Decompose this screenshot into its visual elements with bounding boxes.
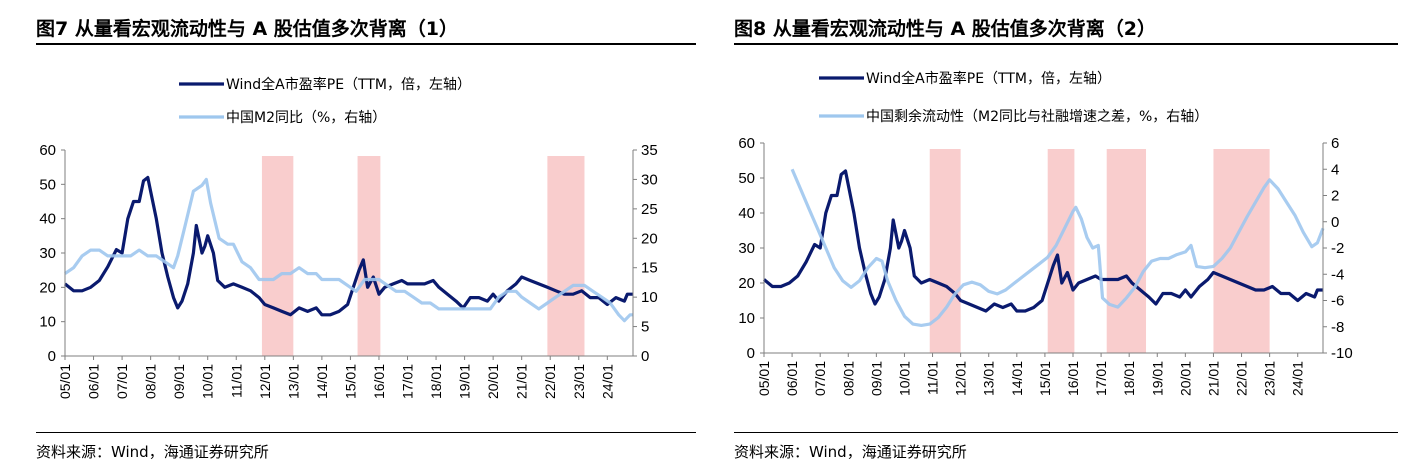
x-tick-label: 10/01 bbox=[896, 361, 912, 396]
source-rule bbox=[36, 432, 696, 433]
x-tick-label: 23/01 bbox=[1262, 361, 1278, 396]
y-tick-label-right: 4 bbox=[1331, 161, 1339, 178]
x-tick-label: 18/01 bbox=[1121, 361, 1137, 396]
chart-title: 图8 从量看宏观流动性与 A 股估值多次背离（2） bbox=[734, 18, 1156, 40]
y-tick-label-right: 0 bbox=[1331, 214, 1339, 231]
x-tick-label: 21/01 bbox=[1205, 361, 1221, 396]
x-tick-label: 10/01 bbox=[200, 364, 216, 399]
liquidity-series-line bbox=[790, 168, 1325, 327]
x-tick-label: 22/01 bbox=[1234, 361, 1250, 396]
pe-series-line bbox=[63, 175, 633, 317]
x-tick-label: 24/01 bbox=[599, 364, 615, 399]
x-tick-label: 18/01 bbox=[428, 364, 444, 399]
pe-series-line bbox=[762, 169, 1323, 313]
x-tick-label: 19/01 bbox=[457, 364, 473, 399]
legend-label: 中国M2同比（%，右轴） bbox=[226, 110, 386, 126]
x-tick-label: 09/01 bbox=[868, 361, 884, 396]
y-tick-label-right: -6 bbox=[1331, 293, 1344, 310]
legend-label: Wind全A市盈率PE（TTM，倍，左轴） bbox=[226, 76, 471, 93]
x-tick-label: 13/01 bbox=[285, 364, 301, 399]
x-tick-label: 20/01 bbox=[485, 364, 501, 399]
x-tick-label: 06/01 bbox=[86, 364, 102, 399]
x-tick-label: 07/01 bbox=[812, 361, 828, 396]
x-tick-label: 15/01 bbox=[342, 364, 358, 399]
x-tick-label: 13/01 bbox=[981, 361, 997, 396]
chart-svg: 0 10 20 30 40 50 60 0 5 10 15 20 25 30 35 05/01 06/01 07/… bbox=[39, 76, 658, 399]
source-note: 资料来源：Wind，海通证券研究所 bbox=[734, 443, 967, 461]
source-note: 资料来源：Wind，海通证券研究所 bbox=[36, 443, 269, 461]
y-tick-label-right: 25 bbox=[641, 201, 658, 218]
x-tick-label: 22/01 bbox=[542, 364, 558, 399]
y-tick-label-right: 10 bbox=[641, 289, 658, 306]
y-tick-label-right: -10 bbox=[1331, 345, 1353, 362]
y-tick-label-left: 50 bbox=[39, 176, 56, 193]
y-tick-label-right: 30 bbox=[641, 171, 658, 188]
liquidity-series-line bbox=[64, 177, 633, 323]
shaded-period bbox=[261, 156, 294, 356]
title-rule bbox=[36, 43, 696, 45]
legend-label: 中国剩余流动性（M2同比与社融增速之差，%，右轴） bbox=[866, 108, 1208, 125]
x-tick-label: 06/01 bbox=[784, 361, 800, 396]
x-tick-label: 16/01 bbox=[1065, 361, 1081, 396]
y-tick-label-right: 15 bbox=[641, 260, 658, 277]
y-tick-label-left: 40 bbox=[738, 205, 755, 222]
shaded-period bbox=[547, 156, 585, 356]
y-tick-label-right: 2 bbox=[1331, 188, 1339, 205]
y-tick-label-left: 0 bbox=[48, 348, 56, 365]
x-tick-label: 17/01 bbox=[1093, 361, 1109, 396]
y-tick-label-left: 30 bbox=[39, 245, 56, 262]
y-tick-label-right: -8 bbox=[1331, 319, 1344, 336]
shaded-period bbox=[1213, 149, 1270, 353]
x-tick-label: 24/01 bbox=[1290, 361, 1306, 396]
y-tick-label-right: 35 bbox=[641, 142, 658, 159]
legend-label: Wind全A市盈率PE（TTM，倍，左轴） bbox=[866, 70, 1111, 87]
y-tick-label-right: 6 bbox=[1331, 135, 1339, 152]
x-tick-label: 08/01 bbox=[143, 364, 159, 399]
chart-title: 图7 从量看宏观流动性与 A 股估值多次背离（1） bbox=[36, 18, 458, 40]
x-tick-label: 23/01 bbox=[571, 364, 587, 399]
x-tick-label: 12/01 bbox=[953, 361, 969, 396]
y-tick-label-left: 0 bbox=[747, 345, 755, 362]
x-tick-label: 20/01 bbox=[1177, 361, 1193, 396]
x-tick-label: 08/01 bbox=[840, 361, 856, 396]
x-tick-label: 07/01 bbox=[114, 364, 130, 399]
x-tick-label: 19/01 bbox=[1149, 361, 1165, 396]
x-tick-label: 09/01 bbox=[171, 364, 187, 399]
y-tick-label-left: 50 bbox=[738, 170, 755, 187]
chart-panel-2: 图8 从量看宏观流动性与 A 股估值多次背离（2） 0 10 20 30 40 50 60-… bbox=[734, 0, 1398, 466]
y-tick-label-left: 60 bbox=[738, 135, 755, 152]
x-tick-label: 11/01 bbox=[228, 364, 244, 398]
x-tick-label: 12/01 bbox=[257, 364, 273, 399]
x-tick-label: 17/01 bbox=[400, 364, 416, 399]
y-tick-label-right: 20 bbox=[641, 230, 658, 247]
chart-svg: 0 10 20 30 40 50 60 -10 -8 -6 -4 -2 0 2 4 6 05/01 06/01 07… bbox=[738, 70, 1353, 396]
y-tick-label-left: 10 bbox=[39, 314, 56, 331]
title-rule bbox=[734, 43, 1398, 45]
chart-panel-1: 图7 从量看宏观流动性与 A 股估值多次背离（1） 0 10 20 30 40 50 60 0… bbox=[36, 0, 696, 466]
y-tick-label-left: 60 bbox=[39, 142, 56, 159]
x-tick-label: 14/01 bbox=[314, 364, 330, 399]
x-tick-label: 15/01 bbox=[1037, 361, 1053, 396]
x-tick-label: 05/01 bbox=[756, 361, 772, 396]
y-tick-label-right: -2 bbox=[1331, 240, 1344, 257]
y-tick-label-right: 5 bbox=[641, 319, 649, 336]
y-tick-label-left: 10 bbox=[738, 310, 755, 327]
x-tick-label: 16/01 bbox=[371, 364, 387, 399]
y-tick-label-left: 20 bbox=[39, 279, 56, 296]
source-rule bbox=[734, 432, 1398, 433]
y-tick-label-right: 0 bbox=[641, 348, 649, 365]
x-tick-label: 11/01 bbox=[925, 361, 941, 395]
y-tick-label-left: 30 bbox=[738, 240, 755, 257]
x-tick-label: 21/01 bbox=[514, 364, 530, 399]
shaded-period bbox=[1106, 149, 1147, 353]
y-tick-label-right: -4 bbox=[1331, 266, 1344, 283]
x-tick-label: 05/01 bbox=[57, 364, 73, 399]
shaded-period bbox=[357, 156, 381, 356]
x-tick-label: 14/01 bbox=[1009, 361, 1025, 396]
y-tick-label-left: 40 bbox=[39, 211, 56, 228]
y-tick-label-left: 20 bbox=[738, 275, 755, 292]
